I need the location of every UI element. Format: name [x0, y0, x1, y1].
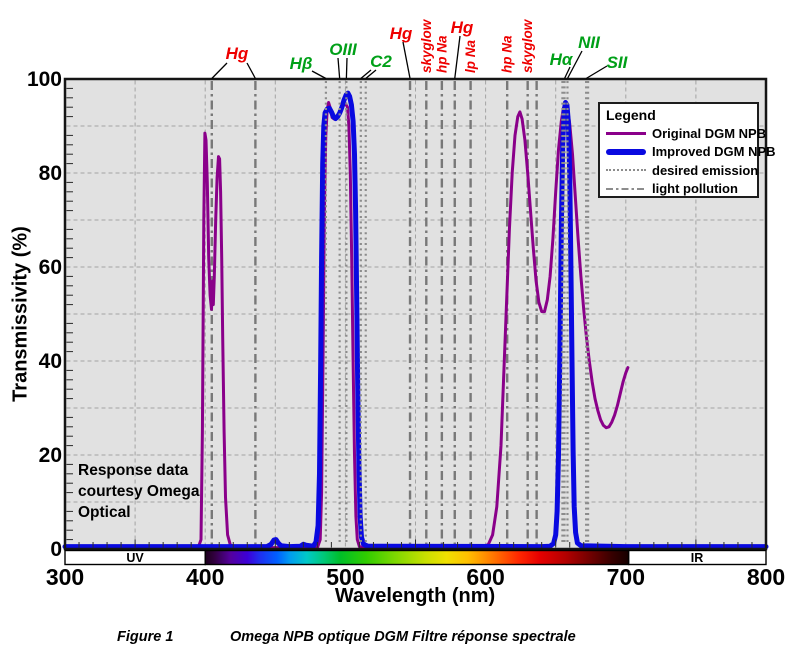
legend-swatch-dotted-line — [606, 169, 646, 172]
marker-label-hg-546: Hg — [390, 24, 413, 43]
marker-label-hpna-569: hp Na — [434, 35, 449, 73]
annotation-response-data: Response data courtesy Omega Optical — [78, 462, 200, 521]
y-tick-label-80: 80 — [38, 162, 62, 185]
marker-pointer-hg-577 — [454, 35, 461, 79]
marker-label-sii: SII — [607, 53, 629, 72]
legend-item-original: Original DGM NPB — [606, 124, 766, 143]
legend-label-improved: Improved DGM NPB — [652, 144, 776, 160]
x-axis-title: Wavelength (nm) — [334, 585, 496, 607]
x-tick-label-700: 700 — [606, 564, 645, 590]
legend-swatch-dashdot-line — [606, 187, 646, 190]
marker-pointer-halpha — [563, 66, 571, 79]
legend-label-original: Original DGM NPB — [652, 125, 767, 141]
marker-label-hg-577: Hg — [451, 18, 474, 37]
legend-swatch-original-line — [606, 131, 646, 135]
x-tick-label-400: 400 — [186, 564, 225, 590]
x-tick-label-600: 600 — [466, 564, 505, 590]
y-axis-title: Transmissivity (%) — [9, 226, 32, 402]
marker-label-skyglow-630: skyglow — [520, 18, 535, 73]
x-tick-label-300: 300 — [45, 564, 85, 590]
legend-item-light-pollution: light pollution — [606, 180, 751, 199]
marker-pointer-oiii — [337, 57, 341, 79]
marker-pointer-hbeta — [311, 70, 327, 80]
visible-spectrum-band — [204, 549, 630, 566]
marker-pointer-nii — [566, 50, 583, 79]
uv-band-label: UV — [126, 551, 144, 565]
ir-band-label: IR — [690, 551, 704, 565]
marker-pointer-hg-405 — [211, 62, 228, 79]
marker-label-lpna-589: lp Na — [463, 40, 478, 73]
legend-label-desired-emission: desired emission — [652, 162, 759, 178]
marker-label-nii: NII — [578, 33, 601, 52]
caption-text: Omega NPB optique DGM Filtre réponse spe… — [230, 629, 576, 645]
x-tick-label-500: 500 — [326, 564, 365, 590]
marker-pointer-c2 — [365, 69, 377, 80]
legend-item-desired-emission: desired emission — [606, 161, 758, 180]
marker-label-hg-405: Hg — [226, 44, 249, 63]
marker-label-halpha: Hα — [550, 50, 574, 69]
y-tick-label-0: 0 — [50, 538, 62, 561]
y-tick-label-100: 100 — [26, 68, 62, 91]
plot-frame — [63, 77, 768, 551]
marker-pointer-hg-405 — [246, 62, 256, 79]
legend-item-improved: Improved DGM NPB — [606, 143, 776, 162]
marker-label-hbeta: Hβ — [290, 54, 313, 73]
marker-pointer-sii — [585, 65, 608, 80]
y-tick-label-40: 40 — [38, 350, 62, 373]
legend-label-light-pollution: light pollution — [652, 181, 738, 197]
marker-label-skyglow-558: skyglow — [419, 18, 434, 73]
legend-swatch-improved-line — [606, 148, 646, 155]
marker-label-hpna-615: hp Na — [500, 35, 515, 73]
y-tick-label-60: 60 — [38, 256, 62, 279]
marker-label-c2: C2 — [370, 52, 392, 71]
spectrum-bar — [64, 549, 767, 566]
marker-pointer-oiii — [345, 57, 348, 79]
marker-label-oiii: OIII — [329, 40, 358, 59]
legend-box: Legend Original DGM NPB Improved DGM NPB… — [598, 102, 776, 199]
marker-pointer-hg-546 — [402, 41, 411, 79]
caption-figure-label: Figure 1 — [117, 629, 174, 645]
x-tick-label-800: 800 — [746, 564, 786, 590]
legend-title: Legend — [606, 107, 656, 123]
minor-ticks — [66, 87, 753, 548]
marker-pointer-c2 — [360, 69, 372, 79]
improved-dgm-npb-curve — [62, 90, 769, 550]
desired-emission-lines — [324, 81, 590, 545]
y-tick-label-20: 20 — [38, 444, 62, 467]
